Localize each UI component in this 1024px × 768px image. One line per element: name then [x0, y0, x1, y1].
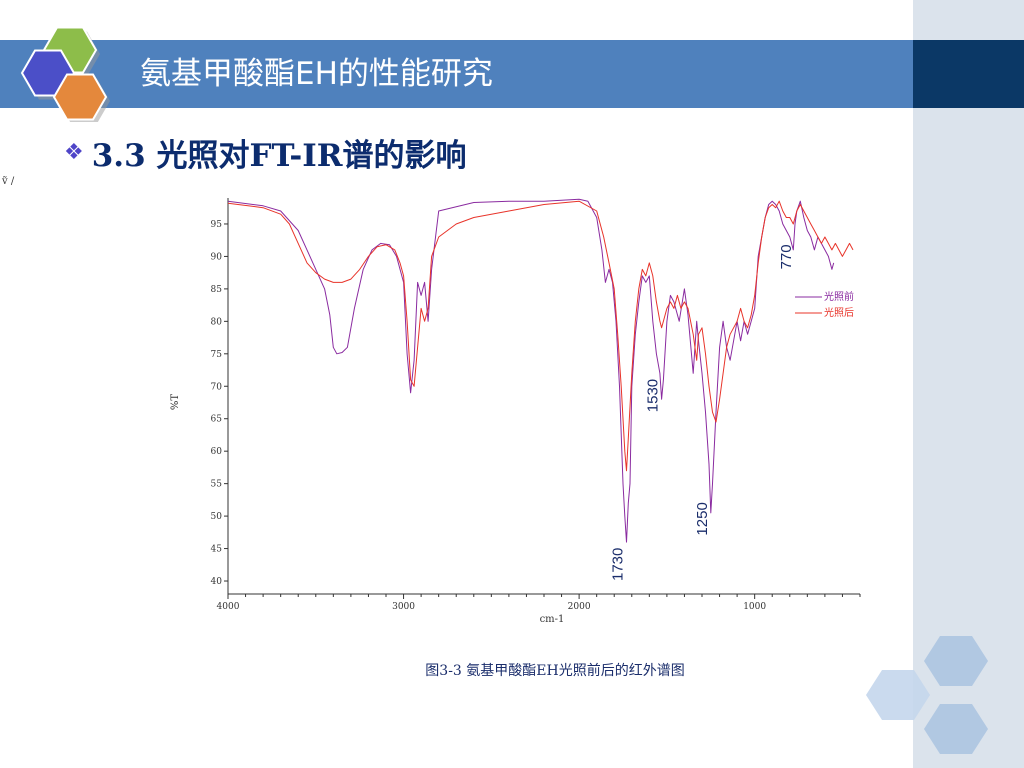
section-heading-text: 3.3 光照对FT-IR谱的影响 [91, 137, 467, 174]
legend-label: 光照前 [824, 290, 854, 303]
ftir-spectrum-chart: ṽ / 40 45 50 55 60 65 70 75 80 85 90 95 4000 3000 200… [1, 176, 861, 625]
y-axis-label: %T [170, 394, 181, 411]
title-bar [0, 40, 913, 108]
hexagon-decoration-icon [866, 636, 988, 754]
series-layer [227, 198, 854, 543]
x-tick-label: 4000 [217, 602, 240, 612]
hexagon-logo-icon [20, 26, 110, 122]
section-heading: ❖ 3.3 光照对FT-IR谱的影响 [64, 130, 467, 174]
y-tick-label: 65 [211, 415, 223, 425]
title-bar-dark-segment [913, 40, 1024, 108]
y-tick-label: 60 [211, 447, 223, 457]
x-tick-label: 1000 [743, 602, 766, 612]
y-tick-label: 50 [211, 512, 223, 522]
y-tick-label: 55 [211, 480, 223, 490]
x-axis-label: cm-1 [540, 614, 565, 625]
peak-label: 1530 [645, 379, 662, 412]
y-tick-label: 85 [211, 285, 223, 295]
y-tick-label: 40 [211, 577, 223, 587]
y-tick-label: 75 [211, 350, 223, 360]
y-tick-label: 45 [211, 545, 223, 555]
peak-label: 1250 [694, 502, 711, 535]
series-line-2 [227, 200, 854, 472]
y-tick-label: 95 [211, 220, 223, 230]
x-tick-label: 2000 [568, 602, 591, 612]
corner-mark: ṽ / [1, 176, 15, 187]
x-axis: 4000 3000 2000 1000 [217, 593, 861, 612]
y-tick-label: 90 [211, 252, 223, 262]
legend-label: 光照后 [824, 306, 854, 319]
slide-title: 氨基甲酸酯EH的性能研究 [140, 56, 493, 92]
y-axis: 40 45 50 55 60 65 70 75 80 85 90 95 [211, 198, 229, 594]
y-tick-label: 80 [211, 317, 223, 327]
peak-annotations: 1730 1530 1250 770 [610, 244, 796, 581]
figure-caption: 图3-3 氨基甲酸酯EH光照前后的红外谱图 [425, 663, 685, 679]
peak-label: 770 [778, 244, 795, 269]
peak-label: 1730 [610, 548, 627, 581]
series-line-1 [227, 198, 835, 543]
y-tick-label: 70 [211, 382, 223, 392]
x-tick-label: 3000 [392, 602, 415, 612]
diamond-bullet-icon: ❖ [64, 139, 84, 165]
